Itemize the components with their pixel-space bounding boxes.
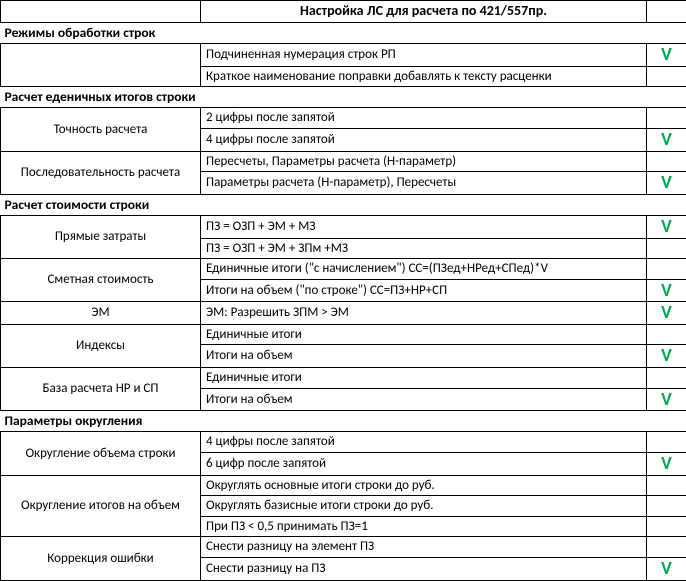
option-desc: Краткое наименование поправки добавлять … bbox=[201, 66, 647, 87]
option-check: V bbox=[647, 172, 686, 195]
group-label: Сметная стоимость bbox=[1, 259, 201, 302]
group-label: Коррекция ошибки bbox=[1, 537, 201, 580]
option-desc: Снести разницу на ПЗ bbox=[201, 558, 647, 581]
option-check bbox=[647, 66, 686, 87]
group-label: Точность расчета bbox=[1, 108, 201, 151]
table-title: Настройка ЛС для расчета по 421/557пр. bbox=[201, 1, 647, 23]
option-desc: 2 цифры после запятой bbox=[201, 108, 647, 129]
option-check: V bbox=[647, 453, 686, 476]
group-label: Индексы bbox=[1, 324, 201, 367]
option-desc: Подчиненная нумерация строк РП bbox=[201, 43, 647, 66]
option-check bbox=[647, 537, 686, 558]
group-label: Округление объема строки bbox=[1, 432, 201, 475]
group-label: Прямые затраты bbox=[1, 215, 201, 258]
option-desc: Итоги на объем bbox=[201, 388, 647, 411]
option-desc: Пересчеты, Параметры расчета (Н-параметр… bbox=[201, 151, 647, 172]
option-desc: Единичные итоги bbox=[201, 368, 647, 389]
title-blank-right bbox=[647, 1, 686, 23]
option-desc: Округлять базисные итоги строки до руб. bbox=[201, 496, 647, 517]
group-label: Округление итогов на объем bbox=[1, 475, 201, 537]
group-label: ЭМ bbox=[1, 302, 201, 325]
option-check: V bbox=[647, 302, 686, 325]
option-desc: 4 цифры после запятой bbox=[201, 432, 647, 453]
option-desc: Единичные итоги bbox=[201, 324, 647, 345]
group-label bbox=[1, 43, 201, 86]
option-desc: Единичные итоги ("с начислением") СС=(ПЗ… bbox=[201, 259, 647, 280]
option-desc: 6 цифр после запятой bbox=[201, 453, 647, 476]
settings-table: Настройка ЛС для расчета по 421/557пр.Ре… bbox=[0, 0, 686, 581]
section-header: Расчет стоимости строки bbox=[1, 194, 686, 215]
group-label: Последовательность расчета bbox=[1, 151, 201, 194]
option-desc: Итоги на объем ("по строке") СС=ПЗ+НР+СП bbox=[201, 279, 647, 302]
option-check bbox=[647, 432, 686, 453]
option-check bbox=[647, 108, 686, 129]
option-check: V bbox=[647, 345, 686, 368]
title-blank-left bbox=[1, 1, 201, 23]
option-desc: Округлять основные итоги строки до руб. bbox=[201, 475, 647, 496]
option-check bbox=[647, 259, 686, 280]
option-check bbox=[647, 151, 686, 172]
option-check bbox=[647, 324, 686, 345]
option-desc: 4 цифры после запятой bbox=[201, 128, 647, 151]
option-check: V bbox=[647, 43, 686, 66]
option-check: V bbox=[647, 558, 686, 581]
option-check bbox=[647, 238, 686, 259]
option-check bbox=[647, 516, 686, 537]
option-check bbox=[647, 475, 686, 496]
option-check: V bbox=[647, 128, 686, 151]
option-check: V bbox=[647, 215, 686, 238]
group-label: База расчета НР и СП bbox=[1, 368, 201, 411]
option-check bbox=[647, 368, 686, 389]
option-desc: При ПЗ < 0,5 принимать ПЗ=1 bbox=[201, 516, 647, 537]
option-desc: Итоги на объем bbox=[201, 345, 647, 368]
option-desc: Снести разницу на элемент ПЗ bbox=[201, 537, 647, 558]
option-desc: Параметры расчета (Н-параметр), Пересчет… bbox=[201, 172, 647, 195]
section-header: Параметры округления bbox=[1, 411, 686, 432]
option-check bbox=[647, 496, 686, 517]
option-check: V bbox=[647, 388, 686, 411]
option-check: V bbox=[647, 279, 686, 302]
option-desc: ПЗ = ОЗП + ЭМ + МЗ bbox=[201, 215, 647, 238]
section-header: Режимы обработки строк bbox=[1, 22, 686, 43]
option-desc: ПЗ = ОЗП + ЭМ + ЗПм +МЗ bbox=[201, 238, 647, 259]
section-header: Расчет еденичных итогов строки bbox=[1, 87, 686, 108]
option-desc: ЭМ: Разрешить ЗПМ > ЭМ bbox=[201, 302, 647, 325]
